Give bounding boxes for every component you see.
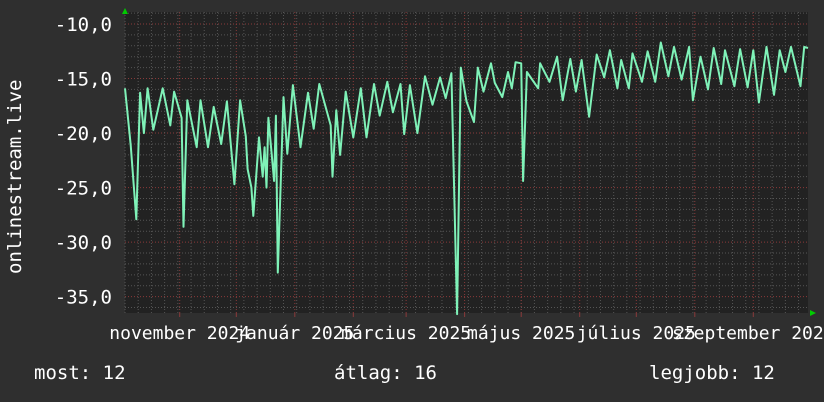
x-tick-label: szeptember 2025 — [672, 323, 824, 344]
y-tick-label: -30,0 — [55, 232, 112, 254]
legend-current: most: 12 — [34, 362, 126, 384]
x-tick-label: március 2025 — [341, 323, 471, 344]
legend-average: átlag: 16 — [334, 362, 437, 384]
y-tick-label: -20,0 — [55, 123, 112, 145]
legend-best: legjobb: 12 — [649, 362, 775, 384]
x-tick-label: november 2024 — [109, 323, 250, 344]
plot-area — [125, 12, 808, 313]
y-tick-label: -35,0 — [55, 287, 112, 309]
y-tick-label: -10,0 — [55, 14, 112, 36]
x-axis-arrow-icon — [810, 310, 816, 316]
y-tick-label: -25,0 — [55, 178, 112, 200]
y-axis-arrow-icon — [122, 8, 128, 14]
x-tick-label: július 2025 — [577, 323, 696, 344]
y-tick-label: -15,0 — [55, 69, 112, 91]
series-line — [124, 41, 809, 316]
y-axis: -10,0 -15,0 -20,0 -25,0 -30,0 -35,0 — [55, 14, 112, 309]
x-tick-label: május 2025 — [467, 323, 575, 344]
y-axis-title: onlinestream.live — [4, 80, 26, 274]
x-tick-label: január 2025 — [235, 323, 354, 344]
